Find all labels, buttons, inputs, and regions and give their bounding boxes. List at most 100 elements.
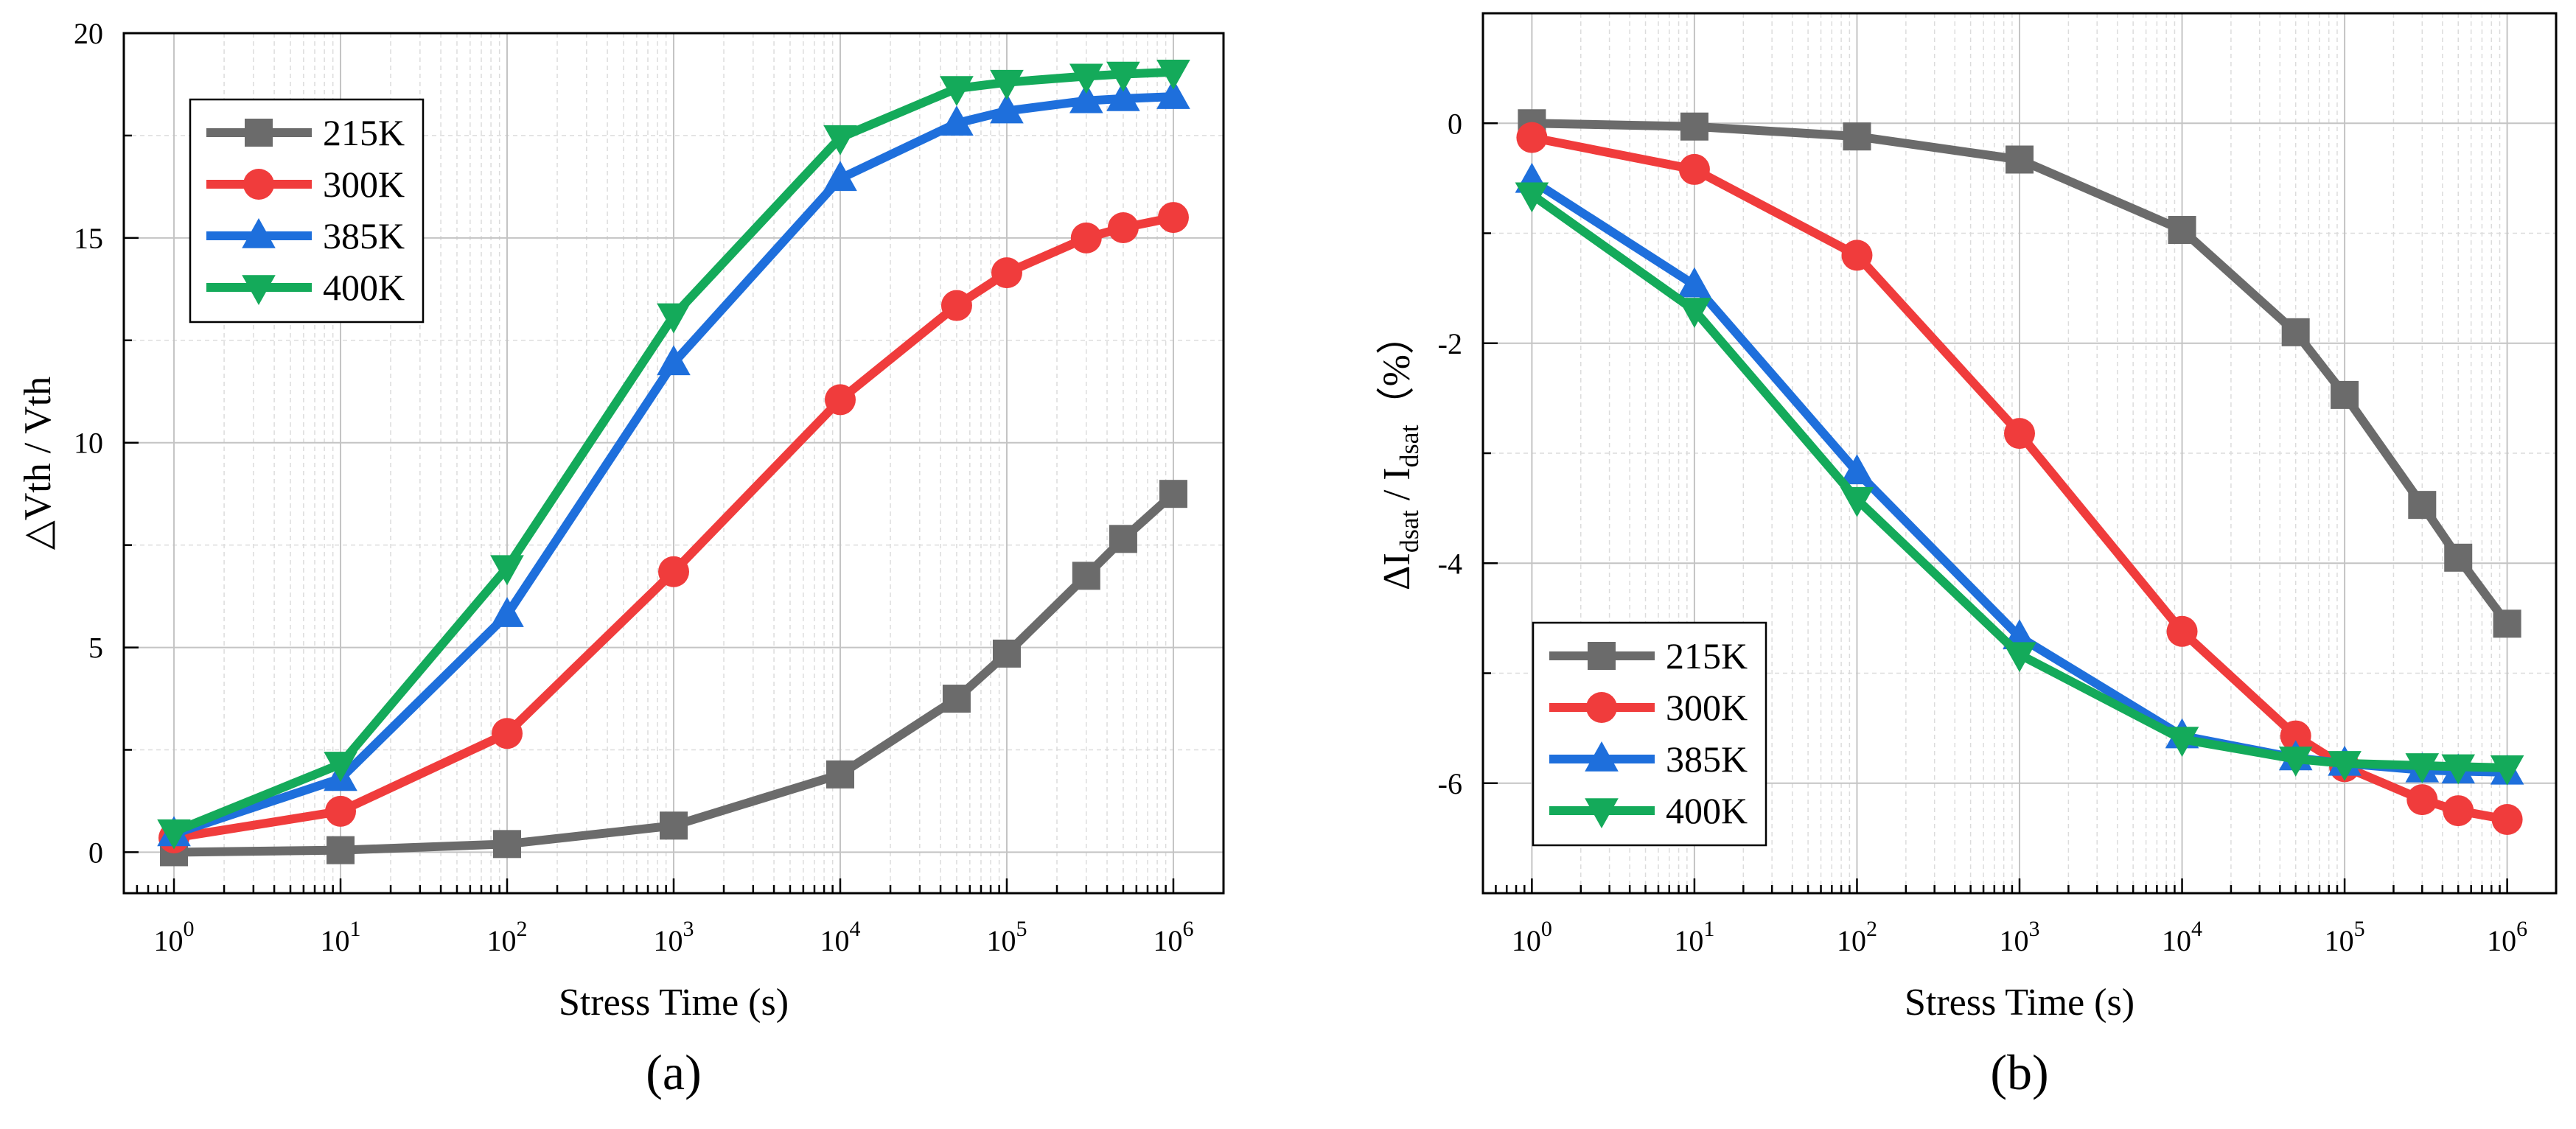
data-point (2168, 216, 2196, 245)
data-point (660, 811, 688, 840)
x-tick-label: 105 (2325, 917, 2365, 957)
legend-entry: 385K (1549, 738, 1748, 780)
x-tick-base: 10 (986, 924, 1016, 957)
legend-entry: 300K (1549, 687, 1748, 728)
x-tick-exponent: 3 (683, 917, 694, 941)
data-point (1072, 562, 1100, 590)
y-tick-label: 0 (88, 836, 103, 869)
y-tick-label: -2 (1438, 327, 1462, 360)
series-line (170, 92, 1178, 839)
x-tick-base: 10 (487, 924, 517, 957)
series-group (157, 59, 1190, 867)
series-385K (157, 79, 1190, 847)
data-point (2491, 804, 2523, 836)
data-point (657, 303, 691, 334)
x-tick-label: 103 (654, 917, 694, 957)
data-point (940, 76, 974, 107)
data-point (2165, 727, 2199, 758)
x-tick-label: 104 (2162, 917, 2202, 957)
x-tick-exponent: 4 (2191, 917, 2202, 941)
x-tick-exponent: 0 (184, 917, 195, 941)
y-axis: 0 5 10 15 20 (74, 17, 139, 869)
x-tick-base: 10 (1837, 924, 1866, 957)
data-point (658, 556, 689, 587)
data-point (1156, 79, 1190, 109)
x-axis: 100 101 102 103 104 105 106 (122, 878, 1225, 957)
data-point (1069, 63, 1103, 94)
data-point (823, 161, 857, 192)
data-point (2408, 491, 2437, 520)
x-tick-label: 106 (1153, 917, 1193, 957)
data-point (2006, 145, 2034, 174)
data-point (1159, 480, 1187, 508)
series-300K (158, 202, 1189, 853)
data-point (942, 685, 971, 713)
data-point (991, 257, 1022, 289)
series-line (170, 67, 1178, 836)
x-tick-base: 10 (2487, 924, 2516, 957)
x-tick-exponent: 5 (1016, 917, 1027, 941)
y-tick-label: 20 (74, 17, 103, 50)
x-tick-label: 101 (1674, 917, 1714, 957)
x-tick-label: 101 (321, 917, 361, 957)
legend-label: 400K (323, 267, 405, 308)
data-point (2328, 751, 2362, 781)
series-400K (1515, 182, 2524, 786)
legend-entry: 400K (206, 267, 405, 308)
data-point (2490, 755, 2524, 786)
legend-marker (245, 119, 273, 147)
x-tick-exponent: 2 (1866, 917, 1877, 941)
x-tick-base: 10 (1512, 924, 1541, 957)
legend-label: 400K (1666, 790, 1748, 831)
legend-label: 385K (323, 215, 405, 256)
legend: 215K 300K 385K 400K (1532, 621, 1767, 847)
legend-entry: 385K (206, 215, 405, 256)
data-point (1843, 122, 1871, 151)
legend-marker (1585, 798, 1619, 828)
data-point (2280, 720, 2311, 752)
y-tick-label: -4 (1438, 547, 1462, 580)
x-tick-label: 100 (1512, 917, 1552, 957)
data-point (2003, 642, 2036, 673)
legend-entry: 215K (206, 112, 405, 153)
data-point (1678, 298, 1711, 328)
data-point (1157, 202, 1189, 234)
data-point (2406, 784, 2438, 816)
x-tick-label: 104 (820, 917, 860, 957)
y-axis: 0 -2 -4 -6 (1438, 12, 1498, 895)
data-point (490, 597, 524, 627)
x-axis-title: Stress Time (s) (1905, 982, 2135, 1024)
legend-marker (242, 218, 276, 248)
x-tick-base: 10 (654, 924, 683, 957)
data-point (2444, 543, 2473, 572)
data-point (2441, 754, 2476, 785)
panel-label: (a) (646, 1044, 701, 1100)
data-point (1156, 59, 1190, 90)
y-tick-label: -6 (1438, 767, 1462, 800)
data-point (327, 836, 355, 864)
x-tick-exponent: 2 (517, 917, 528, 941)
data-point (1516, 122, 1548, 153)
data-point (990, 93, 1024, 124)
x-tick-base: 10 (2162, 924, 2191, 957)
data-point (1106, 61, 1140, 92)
y-title-subscript: dsat (1395, 424, 1424, 467)
x-tick-base: 10 (1153, 924, 1182, 957)
x-tick-base: 10 (2325, 924, 2354, 957)
data-point (824, 384, 856, 416)
data-point (657, 345, 691, 376)
series-line (1527, 190, 2512, 772)
data-point (1070, 222, 1102, 254)
data-point (1106, 80, 1140, 111)
x-tick-base: 10 (154, 924, 184, 957)
data-point (157, 819, 191, 850)
y-tick-label: 0 (1448, 107, 1462, 140)
x-tick-label: 103 (2000, 917, 2040, 957)
data-point (940, 290, 972, 321)
legend: 215K 300K 385K 400K (189, 98, 425, 324)
data-point (2278, 747, 2313, 777)
data-point (325, 795, 357, 827)
